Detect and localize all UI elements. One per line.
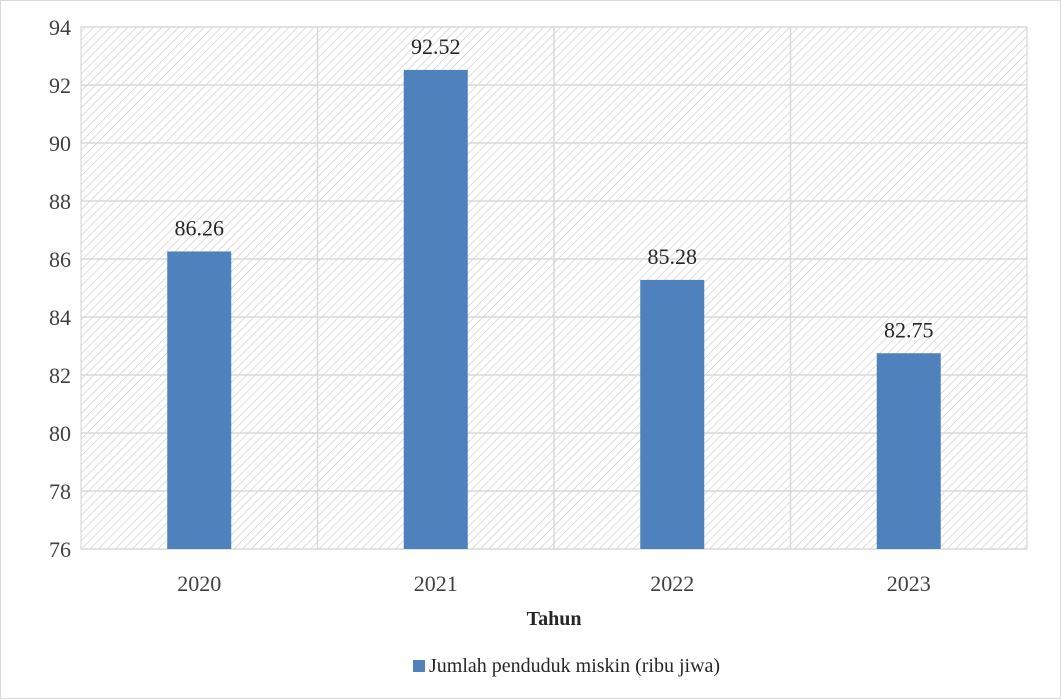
data-labels-group: 86.26 92.52 85.28 82.75 — [175, 34, 934, 342]
x-tick-label-2023: 2023 — [887, 571, 931, 596]
y-tick-label: 88 — [49, 189, 71, 214]
y-tick-label: 92 — [49, 73, 71, 98]
x-tick-label-2021: 2021 — [414, 571, 458, 596]
gridlines — [81, 26, 1027, 550]
legend-label: Jumlah penduduk miskin (ribu jiwa) — [429, 655, 720, 677]
y-tick-label: 76 — [49, 537, 71, 562]
bar-2023[interactable] — [876, 353, 941, 549]
data-label-2020: 86.26 — [175, 215, 225, 240]
data-label-2021: 92.52 — [411, 34, 461, 59]
y-tick-label: 90 — [49, 131, 71, 156]
x-axis-title: Tahun — [527, 608, 582, 630]
y-tick-label: 82 — [49, 363, 71, 388]
x-axis-ticks: 2020 2021 2022 2023 — [177, 571, 931, 596]
bar-2022[interactable] — [640, 279, 705, 549]
y-tick-label: 94 — [49, 15, 71, 40]
y-tick-label: 80 — [49, 421, 71, 446]
data-label-2023: 82.75 — [884, 317, 934, 342]
x-tick-label-2022: 2022 — [650, 571, 694, 596]
y-tick-label: 78 — [49, 479, 71, 504]
bar-2020[interactable] — [167, 251, 232, 549]
y-tick-label: 84 — [49, 305, 71, 330]
bars-group — [167, 69, 941, 550]
bar-2021[interactable] — [403, 69, 468, 550]
y-tick-label: 86 — [49, 247, 71, 272]
y-axis-ticks: 76 78 80 82 84 86 88 90 92 94 — [49, 15, 71, 562]
x-tick-label-2020: 2020 — [177, 571, 221, 596]
data-label-2022: 85.28 — [648, 244, 698, 269]
legend: Jumlah penduduk miskin (ribu jiwa) — [413, 655, 720, 677]
legend-swatch — [413, 660, 425, 672]
